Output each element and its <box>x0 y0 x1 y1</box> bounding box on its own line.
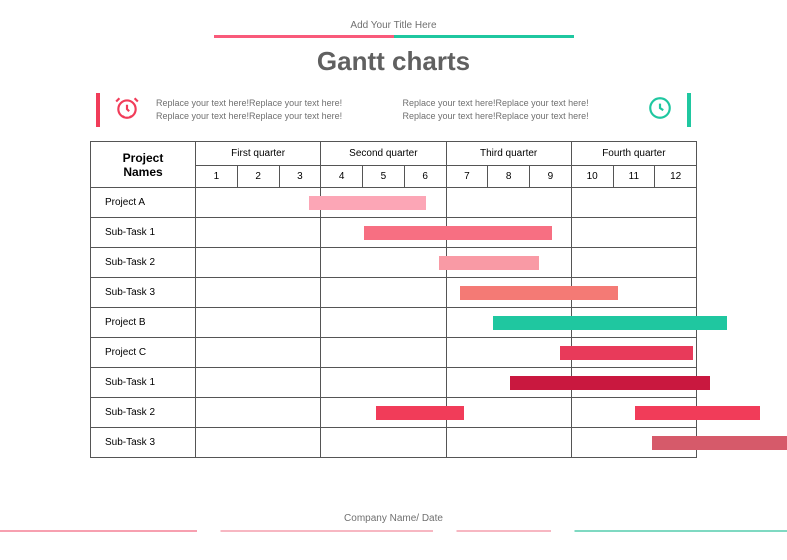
gantt-cell <box>571 338 696 368</box>
project-label: Project A <box>91 188 196 218</box>
gantt-cell <box>196 218 321 248</box>
month-header-4: 4 <box>321 166 363 188</box>
right-accent-bar <box>687 93 691 127</box>
gantt-row: Sub-Task 3 <box>91 428 697 458</box>
clock-icon <box>647 95 673 126</box>
month-header-8: 8 <box>488 166 530 188</box>
gantt-cell <box>321 428 446 458</box>
gantt-row: Sub-Task 1 <box>91 218 697 248</box>
gantt-cell <box>196 188 321 218</box>
desc-col1-line1: Replace your text here!Replace your text… <box>156 97 385 111</box>
gantt-table: ProjectNames First quarter Second quarte… <box>90 141 697 458</box>
desc-col2-line1: Replace your text here!Replace your text… <box>403 97 632 111</box>
month-header-12: 12 <box>655 166 697 188</box>
gantt-cell <box>446 248 571 278</box>
gantt-cell <box>196 248 321 278</box>
gantt-cell <box>196 278 321 308</box>
gantt-cell <box>571 248 696 278</box>
subtask-label: Sub-Task 3 <box>91 428 196 458</box>
gantt-cell <box>446 188 571 218</box>
left-accent-bar <box>96 93 100 127</box>
gantt-row: Sub-Task 2 <box>91 398 697 428</box>
gantt-cell <box>321 218 446 248</box>
gantt-cell <box>571 428 696 458</box>
gantt-cell <box>321 188 446 218</box>
gantt-cell <box>571 218 696 248</box>
gantt-cell <box>321 248 446 278</box>
project-names-header: ProjectNames <box>91 142 196 188</box>
gantt-row: Project C <box>91 338 697 368</box>
gantt-cell <box>196 338 321 368</box>
month-header-5: 5 <box>363 166 405 188</box>
gantt-cell <box>321 368 446 398</box>
top-rule <box>214 35 574 38</box>
gantt-cell <box>571 188 696 218</box>
gantt-row: Sub-Task 2 <box>91 248 697 278</box>
gantt-cell <box>196 428 321 458</box>
gantt-cell <box>196 308 321 338</box>
month-header-3: 3 <box>279 166 321 188</box>
alarm-clock-icon <box>114 95 140 126</box>
quarter-header-3: Third quarter <box>446 142 571 166</box>
gantt-cell <box>446 338 571 368</box>
gantt-cell <box>446 218 571 248</box>
subtask-label: Sub-Task 1 <box>91 218 196 248</box>
month-header-2: 2 <box>237 166 279 188</box>
gantt-row: Sub-Task 1 <box>91 368 697 398</box>
gantt-row: Project A <box>91 188 697 218</box>
month-header-1: 1 <box>196 166 238 188</box>
quarter-header-1: First quarter <box>196 142 321 166</box>
gantt-cell <box>321 308 446 338</box>
main-title: Gantt charts <box>90 46 697 77</box>
top-subtitle: Add Your Title Here <box>90 20 697 31</box>
gantt-cell <box>196 368 321 398</box>
gantt-cell <box>446 278 571 308</box>
month-header-10: 10 <box>571 166 613 188</box>
project-label: Project C <box>91 338 196 368</box>
subtask-label: Sub-Task 3 <box>91 278 196 308</box>
desc-col1-line2: Replace your text here!Replace your text… <box>156 110 385 124</box>
project-label: Project B <box>91 308 196 338</box>
month-header-7: 7 <box>446 166 488 188</box>
gantt-cell <box>321 278 446 308</box>
gantt-cell <box>571 278 696 308</box>
gantt-cell <box>321 338 446 368</box>
quarter-header-2: Second quarter <box>321 142 446 166</box>
gantt-cell <box>446 368 571 398</box>
gantt-cell <box>571 398 696 428</box>
quarter-header-4: Fourth quarter <box>571 142 696 166</box>
gantt-cell <box>446 398 571 428</box>
description-row: Replace your text here!Replace your text… <box>90 93 697 127</box>
gantt-cell <box>571 368 696 398</box>
gantt-row: Project B <box>91 308 697 338</box>
month-header-6: 6 <box>404 166 446 188</box>
subtask-label: Sub-Task 2 <box>91 398 196 428</box>
desc-col2-line2: Replace your text here!Replace your text… <box>403 110 632 124</box>
gantt-cell <box>196 398 321 428</box>
gantt-cell <box>571 308 696 338</box>
month-header-11: 11 <box>613 166 655 188</box>
subtask-label: Sub-Task 2 <box>91 248 196 278</box>
subtask-label: Sub-Task 1 <box>91 368 196 398</box>
gantt-cell <box>446 308 571 338</box>
gantt-row: Sub-Task 3 <box>91 278 697 308</box>
footer-rule <box>0 530 787 532</box>
description-text: Replace your text here!Replace your text… <box>156 97 631 124</box>
gantt-cell <box>321 398 446 428</box>
month-header-9: 9 <box>530 166 572 188</box>
gantt-cell <box>446 428 571 458</box>
footer-text: Company Name/ Date <box>0 513 787 524</box>
